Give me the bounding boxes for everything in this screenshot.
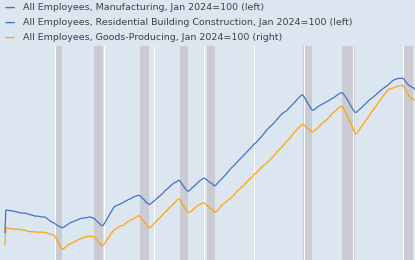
Text: All Employees, Manufacturing, Jan 2024=100 (left): All Employees, Manufacturing, Jan 2024=1… [23,3,264,12]
Text: All Employees, Residential Building Construction, Jan 2024=100 (left): All Employees, Residential Building Cons… [23,18,352,27]
Text: —: — [4,33,15,43]
Bar [342,46,355,260]
Bar [93,46,103,260]
Bar [180,46,188,260]
Bar [303,46,312,260]
Text: —: — [4,3,15,12]
Bar [55,46,62,260]
Bar [207,46,215,260]
Bar [140,46,149,260]
Bar [403,46,413,260]
Text: All Employees, Goods-Producing, Jan 2024=100 (right): All Employees, Goods-Producing, Jan 2024… [23,34,282,42]
Text: —: — [4,18,15,28]
